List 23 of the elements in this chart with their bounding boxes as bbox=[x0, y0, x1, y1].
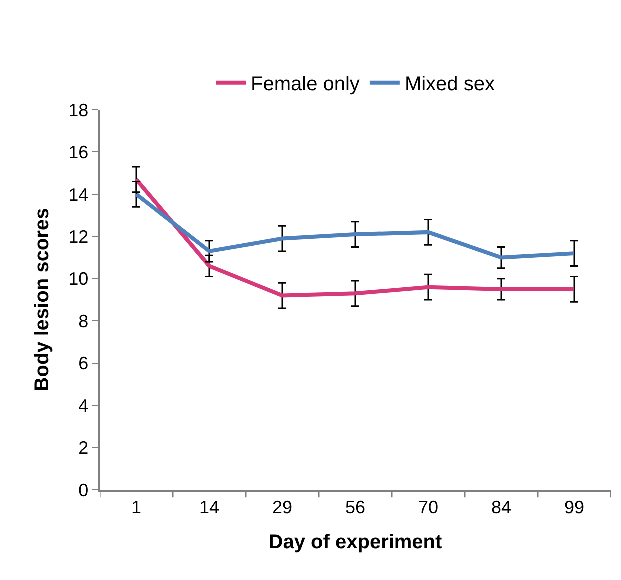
x-tick-label: 84 bbox=[491, 497, 512, 518]
line-series bbox=[134, 178, 576, 298]
x-tick-label: 70 bbox=[418, 497, 439, 518]
y-tick-label: 18 bbox=[68, 100, 89, 120]
y-axis-title: Body lesion scores bbox=[32, 208, 54, 392]
y-tick-label: 4 bbox=[78, 396, 89, 416]
y-tick-label: 14 bbox=[68, 184, 89, 205]
y-tick-label: 0 bbox=[78, 480, 89, 500]
y-tick-label: 8 bbox=[78, 311, 89, 332]
line-series bbox=[134, 192, 576, 260]
x-axis-title: Day of experiment bbox=[268, 531, 443, 554]
legend-label: Female only bbox=[251, 74, 360, 96]
y-tick-label: 10 bbox=[68, 269, 89, 290]
y-tick-label: 6 bbox=[78, 354, 89, 374]
x-tick-label: 99 bbox=[564, 497, 585, 518]
y-tick-label: 12 bbox=[68, 226, 89, 247]
x-tick-label: 1 bbox=[131, 497, 142, 518]
y-tick-label: 16 bbox=[68, 142, 89, 163]
x-tick-label: 29 bbox=[272, 497, 293, 518]
x-tick-label: 14 bbox=[199, 497, 220, 518]
x-tick-label: 56 bbox=[345, 497, 366, 518]
y-tick-label: 2 bbox=[78, 438, 89, 458]
legend-label: Mixed sex bbox=[404, 74, 495, 96]
